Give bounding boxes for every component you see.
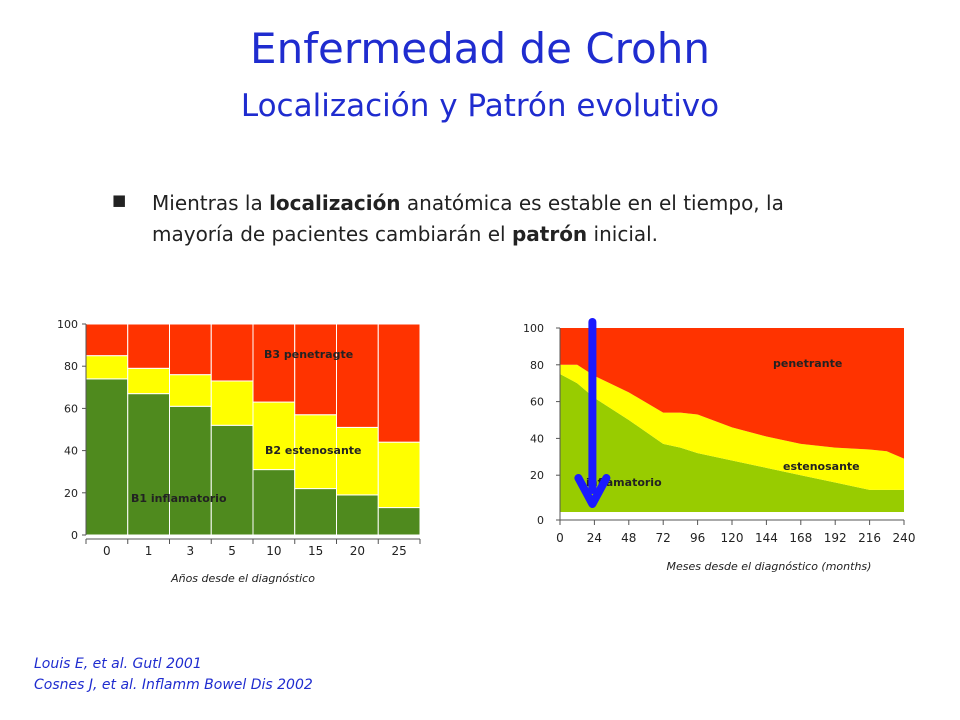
x-tick-label: 144 [755,531,778,545]
bar-segment-2 [294,414,337,490]
bullet-text: Mientras la localización anatómica es es… [152,188,852,250]
bar-segment-3 [294,323,337,416]
x-tick-label: 72 [656,531,671,545]
bar-segment-2 [127,367,170,395]
y-tick-label: 100 [57,318,78,331]
x-tick-label: 20 [350,544,365,558]
x-tick-label: 192 [824,531,847,545]
series-label-penetrante: B3 penetragte [264,348,353,361]
y-tick-label: 60 [530,396,544,409]
x-tick-label: 240 [893,531,916,545]
x-axis-title: Años desde el diagnóstico [170,572,315,585]
bullet-text-part: inicial. [587,222,659,246]
x-tick-label: 1 [145,544,153,558]
bar-segment-1 [169,405,212,536]
bullet-square-icon: ■ [112,191,127,209]
slide-title: Enfermedad de Crohn [250,24,710,73]
x-tick-label: 216 [858,531,881,545]
bullet-bold-localizacion: localización [269,191,401,215]
y-tick-label: 100 [523,322,544,335]
y-tick-label: 40 [64,445,78,458]
x-tick-label: 15 [308,544,323,558]
series-label-estenosante: B2 estenosante [265,444,362,457]
y-tick-label: 80 [530,359,544,372]
bar-segment-3 [336,323,379,428]
series-label-estenosante: estenosante [783,460,860,473]
bar-segment-3 [252,323,296,403]
y-tick-label: 0 [71,529,78,542]
y-tick-label: 80 [64,360,78,373]
area-penetrante [560,328,904,459]
x-tick-label: 168 [789,531,812,545]
bar-segment-1 [294,488,337,536]
x-tick-label: 25 [391,544,406,558]
x-tick-label: 120 [721,531,744,545]
x-tick-label: 0 [556,531,564,545]
slide-subtitle: Localización y Patrón evolutivo [240,88,720,124]
bullet-text-part: anatómica es estable en el tiempo, la ma… [152,191,784,246]
series-label-inflamatorio: B1 inflamatorio [131,492,227,505]
x-tick-label: 24 [587,531,602,545]
bullet-text-part: Mientras la [152,191,270,215]
x-tick-label: 0 [103,544,111,558]
x-axis-title: Meses desde el diagnóstico (months) [667,560,872,573]
x-tick-label: 48 [621,531,636,545]
y-tick-label: 0 [537,514,544,527]
bar-segment-3 [169,323,212,376]
x-tick-label: 96 [690,531,705,545]
x-tick-label: 3 [187,544,195,558]
area-inflamatorio [560,374,904,512]
bullet-bold-patron: patrón [511,222,588,246]
bar-segment-1 [252,469,296,536]
x-tick-label: 5 [228,544,236,558]
references: Louis E, et al. Gutl 2001 Cosnes J, et a… [34,654,313,696]
x-tick-label: 10 [266,544,281,558]
series-label-penetrante: penetrante [773,357,842,370]
reference-1: Louis E, et al. Gutl 2001 [34,656,202,672]
y-tick-label: 20 [530,469,544,482]
bar-segment-3 [210,323,254,382]
arrow-head-icon [574,474,611,508]
y-tick-label: 60 [64,402,78,415]
bar-segment-1 [210,424,254,536]
bar-segment-2 [336,426,379,496]
bar-segment-3 [377,323,421,443]
bar-segment-1 [336,494,379,536]
bullet-point: ■ Mientras la localización anatómica es … [112,188,852,250]
y-tick-label: 40 [530,432,544,445]
reference-2: Cosnes J, et al. Inflamm Bowel Dis 2002 [34,677,313,693]
y-tick-label: 20 [64,487,78,500]
